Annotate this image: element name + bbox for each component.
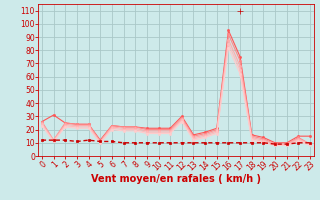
X-axis label: Vent moyen/en rafales ( km/h ): Vent moyen/en rafales ( km/h )	[91, 174, 261, 184]
